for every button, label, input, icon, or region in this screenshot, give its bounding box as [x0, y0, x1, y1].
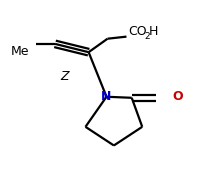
- Text: H: H: [148, 25, 158, 38]
- Text: Me: Me: [11, 45, 30, 58]
- Text: O: O: [173, 90, 183, 103]
- Text: Z: Z: [60, 69, 69, 83]
- Text: N: N: [101, 90, 112, 103]
- Text: 2: 2: [144, 32, 150, 41]
- Text: CO: CO: [129, 25, 147, 38]
